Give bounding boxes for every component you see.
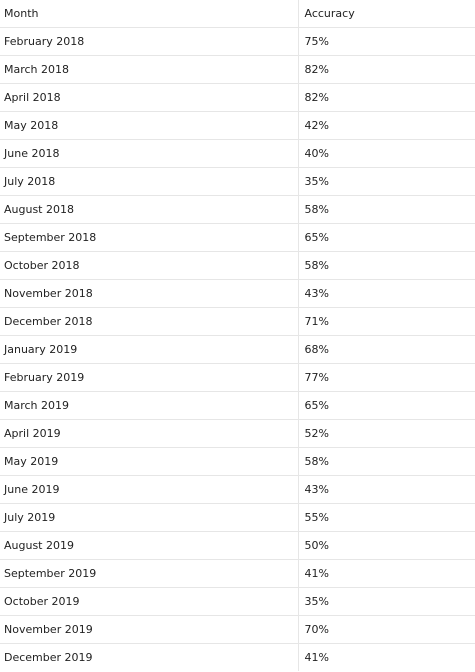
month-cell: August 2018 (0, 195, 299, 224)
month-cell: October 2018 (0, 251, 299, 280)
table-row: April 2019 52% (0, 419, 475, 448)
month-cell: March 2018 (0, 55, 299, 84)
accuracy-cell: 65% (298, 391, 475, 420)
accuracy-cell: 43% (298, 279, 475, 308)
table-row: October 2019 35% (0, 587, 475, 616)
accuracy-cell: 71% (298, 307, 475, 336)
month-cell: June 2018 (0, 139, 299, 168)
accuracy-cell: 55% (298, 503, 475, 532)
table-row: August 2018 58% (0, 195, 475, 224)
table-row: June 2019 43% (0, 475, 475, 504)
accuracy-cell: 82% (298, 83, 475, 112)
month-cell: May 2018 (0, 111, 299, 140)
month-cell: February 2019 (0, 363, 299, 392)
month-cell: November 2019 (0, 615, 299, 644)
table-header: Month Accuracy (0, 0, 475, 28)
accuracy-cell: 50% (298, 531, 475, 560)
table-row: September 2019 41% (0, 559, 475, 588)
month-cell: November 2018 (0, 279, 299, 308)
accuracy-cell: 65% (298, 223, 475, 252)
table-row: November 2018 43% (0, 279, 475, 308)
header-accuracy: Accuracy (298, 0, 475, 28)
table-row: March 2018 82% (0, 55, 475, 84)
table-row: February 2018 75% (0, 27, 475, 56)
table-row: July 2019 55% (0, 503, 475, 532)
accuracy-cell: 58% (298, 251, 475, 280)
table-row: June 2018 40% (0, 139, 475, 168)
accuracy-cell: 77% (298, 363, 475, 392)
table-row: July 2018 35% (0, 167, 475, 196)
table-row: May 2019 58% (0, 447, 475, 476)
month-cell: October 2019 (0, 587, 299, 616)
month-cell: September 2018 (0, 223, 299, 252)
table-row: September 2018 65% (0, 223, 475, 252)
month-cell: March 2019 (0, 391, 299, 420)
accuracy-cell: 43% (298, 475, 475, 504)
accuracy-cell: 41% (304, 651, 329, 664)
accuracy-cell: 58% (298, 195, 475, 224)
accuracy-cell: 52% (298, 419, 475, 448)
table-row: December 2018 71% (0, 307, 475, 336)
header-row: Month Accuracy (0, 0, 475, 28)
accuracy-cell: 35% (298, 167, 475, 196)
month-cell: February 2018 (0, 27, 299, 56)
table-body: February 2018 75% March 2018 82% April 2018 8… (0, 27, 475, 671)
table-row: November 2019 70% (0, 615, 475, 644)
table-row: August 2019 50% (0, 531, 475, 560)
month-cell: December 2019 (0, 643, 299, 671)
accuracy-cell: 82% (298, 55, 475, 84)
month-cell: January 2019 (0, 335, 299, 364)
month-cell: April 2018 (0, 83, 299, 112)
month-cell: August 2019 (0, 531, 299, 560)
accuracy-cell: 58% (298, 447, 475, 476)
month-cell: September 2019 (0, 559, 299, 588)
accuracy-cell: 40% (298, 139, 475, 168)
accuracy-cell: 75% (298, 27, 475, 56)
table-row: May 2018 42% (0, 111, 475, 140)
month-cell: May 2019 (0, 447, 299, 476)
accuracy-cell: 35% (298, 587, 475, 616)
month-cell: December 2018 (0, 307, 299, 336)
table-row: February 2019 77% (0, 363, 475, 392)
accuracy-cell: 41% (298, 559, 475, 588)
accuracy-cell: 42% (298, 111, 475, 140)
accuracy-cell: 70% (298, 615, 475, 644)
table-row: January 2019 68% (0, 335, 475, 364)
accuracy-cell: 68% (298, 335, 475, 364)
month-cell: July 2019 (0, 503, 299, 532)
table-row: April 2018 82% (0, 83, 475, 112)
month-cell: April 2019 (0, 419, 299, 448)
table-row: December 2019 41% (0, 643, 475, 671)
header-month: Month (0, 0, 299, 28)
table-row: October 2018 58% (0, 251, 475, 280)
month-cell: July 2018 (0, 167, 299, 196)
month-cell: June 2019 (0, 475, 299, 504)
table-row: March 2019 65% (0, 391, 475, 420)
